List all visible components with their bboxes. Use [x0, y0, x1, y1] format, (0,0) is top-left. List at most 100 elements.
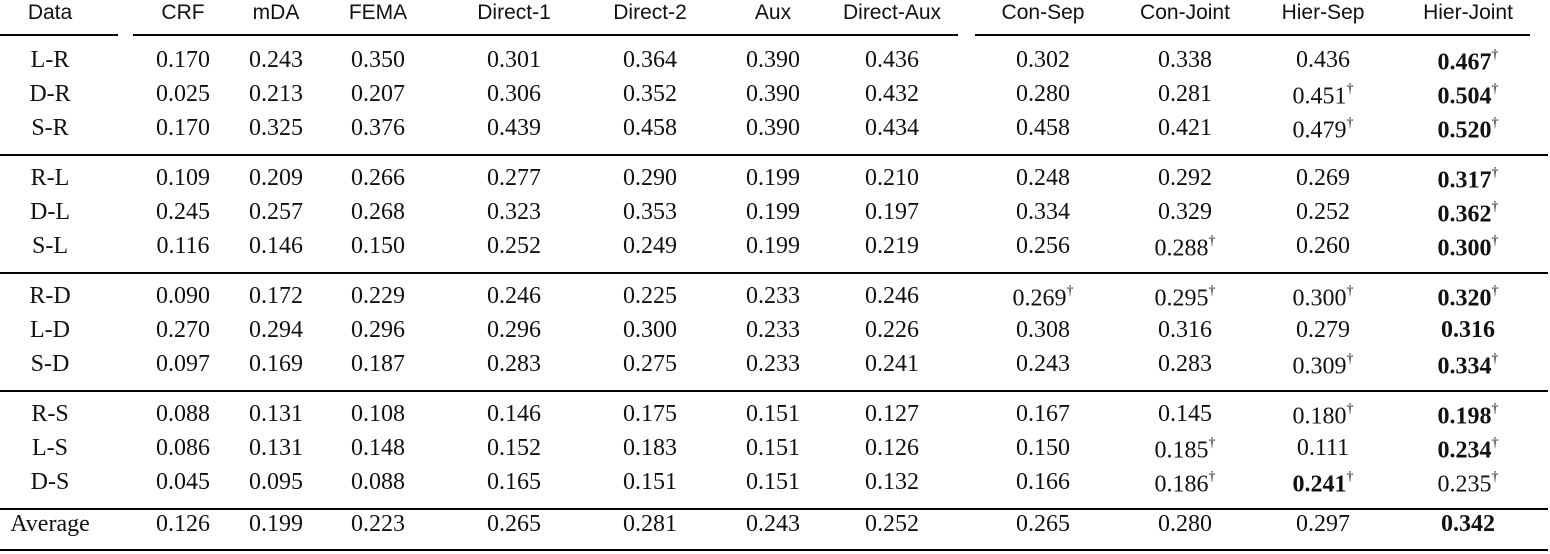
row-label: L-D	[30, 317, 70, 343]
data-cell: 0.434	[865, 115, 919, 141]
header-cell: mDA	[252, 1, 300, 24]
data-cell: 0.290	[623, 165, 677, 191]
data-cell: 0.151	[623, 469, 677, 495]
data-cell: 0.270	[156, 317, 210, 343]
header-cell: CRF	[161, 1, 205, 24]
data-cell: 0.364	[623, 47, 677, 73]
row-label: R-S	[31, 401, 69, 427]
cell-value: 0.241	[1292, 471, 1347, 498]
data-cell: 0.199	[746, 233, 800, 259]
row-label: S-L	[32, 233, 68, 259]
data-cell: 0.296	[351, 317, 405, 343]
data-cell: 0.175	[623, 401, 677, 427]
row-label: R-D	[29, 283, 71, 309]
data-cell: 0.186†	[1155, 465, 1216, 500]
significance-mark: †	[1491, 283, 1499, 299]
data-cell: 0.439	[487, 115, 541, 141]
data-cell: 0.086	[156, 435, 210, 461]
cell-value: 0.504	[1437, 83, 1492, 110]
data-cell: 0.199	[746, 165, 800, 191]
data-cell: 0.097	[156, 351, 210, 377]
cell-value: 0.362	[1437, 201, 1492, 228]
row-label: D-R	[29, 81, 71, 107]
data-cell: 0.350	[351, 47, 405, 73]
data-cell: 0.166	[1016, 469, 1070, 495]
data-cell: 0.280	[1158, 511, 1212, 537]
row-label: R-L	[30, 165, 70, 191]
data-cell: 0.280	[1016, 81, 1070, 107]
data-cell: 0.252	[487, 233, 541, 259]
data-cell: 0.294	[249, 317, 303, 343]
row-label: S-R	[31, 115, 69, 141]
cell-value: 0.520	[1437, 117, 1492, 144]
cell-value: 0.320	[1437, 285, 1492, 312]
significance-mark: †	[1346, 469, 1354, 485]
data-cell: 0.090	[156, 283, 210, 309]
cell-value: 0.334	[1437, 353, 1492, 380]
data-cell: 0.309†	[1293, 347, 1354, 382]
data-cell: 0.252	[865, 511, 919, 537]
row-label: Average	[10, 511, 90, 537]
header-cell: Direct-2	[613, 1, 687, 24]
header-cell: Direct-1	[477, 1, 551, 24]
data-cell: 0.197	[865, 199, 919, 225]
cell-value: 0.342	[1441, 511, 1495, 537]
rule	[0, 390, 1548, 392]
rule	[975, 34, 1530, 36]
data-cell: 0.245	[156, 199, 210, 225]
data-cell: 0.269	[1296, 165, 1350, 191]
data-cell: 0.257	[249, 199, 303, 225]
row-label: D-S	[30, 469, 70, 495]
data-cell: 0.198†	[1438, 397, 1499, 432]
data-cell: 0.300†	[1438, 229, 1499, 264]
significance-mark: †	[1491, 351, 1499, 367]
data-cell: 0.362†	[1438, 195, 1499, 230]
data-cell: 0.095	[249, 469, 303, 495]
data-cell: 0.243	[249, 47, 303, 73]
data-cell: 0.283	[1158, 351, 1212, 377]
data-cell: 0.150	[351, 233, 405, 259]
data-cell: 0.127	[865, 401, 919, 427]
data-cell: 0.432	[865, 81, 919, 107]
data-cell: 0.306	[487, 81, 541, 107]
data-cell: 0.390	[746, 115, 800, 141]
data-cell: 0.436	[865, 47, 919, 73]
significance-mark: †	[1346, 401, 1354, 417]
data-cell: 0.376	[351, 115, 405, 141]
data-cell: 0.317†	[1438, 161, 1499, 196]
data-cell: 0.256	[1016, 233, 1070, 259]
data-cell: 0.172	[249, 283, 303, 309]
data-cell: 0.334	[1016, 199, 1070, 225]
data-cell: 0.219	[865, 233, 919, 259]
data-cell: 0.025	[156, 81, 210, 107]
data-cell: 0.209	[249, 165, 303, 191]
data-cell: 0.088	[156, 401, 210, 427]
cell-value: 0.235	[1437, 471, 1492, 498]
cell-value: 0.451	[1292, 83, 1347, 110]
data-cell: 0.151	[746, 435, 800, 461]
data-cell: 0.329	[1158, 199, 1212, 225]
data-cell: 0.292	[1158, 165, 1212, 191]
data-cell: 0.088	[351, 469, 405, 495]
data-cell: 0.269†	[1013, 279, 1074, 314]
rule	[0, 508, 1548, 510]
data-cell: 0.151	[746, 469, 800, 495]
data-cell: 0.325	[249, 115, 303, 141]
data-cell: 0.126	[156, 511, 210, 537]
data-cell: 0.316	[1441, 315, 1495, 345]
data-cell: 0.131	[249, 435, 303, 461]
significance-mark: †	[1346, 115, 1354, 131]
significance-mark: †	[1491, 435, 1499, 451]
header-cell: FEMA	[348, 1, 408, 24]
data-cell: 0.243	[746, 511, 800, 537]
data-cell: 0.108	[351, 401, 405, 427]
cell-value: 0.317	[1437, 167, 1492, 194]
data-cell: 0.243	[1016, 351, 1070, 377]
data-cell: 0.235†	[1438, 465, 1499, 500]
data-cell: 0.165	[487, 469, 541, 495]
significance-mark: †	[1208, 435, 1216, 451]
data-cell: 0.210	[865, 165, 919, 191]
data-cell: 0.234†	[1438, 431, 1499, 466]
data-cell: 0.283	[487, 351, 541, 377]
data-cell: 0.146	[487, 401, 541, 427]
